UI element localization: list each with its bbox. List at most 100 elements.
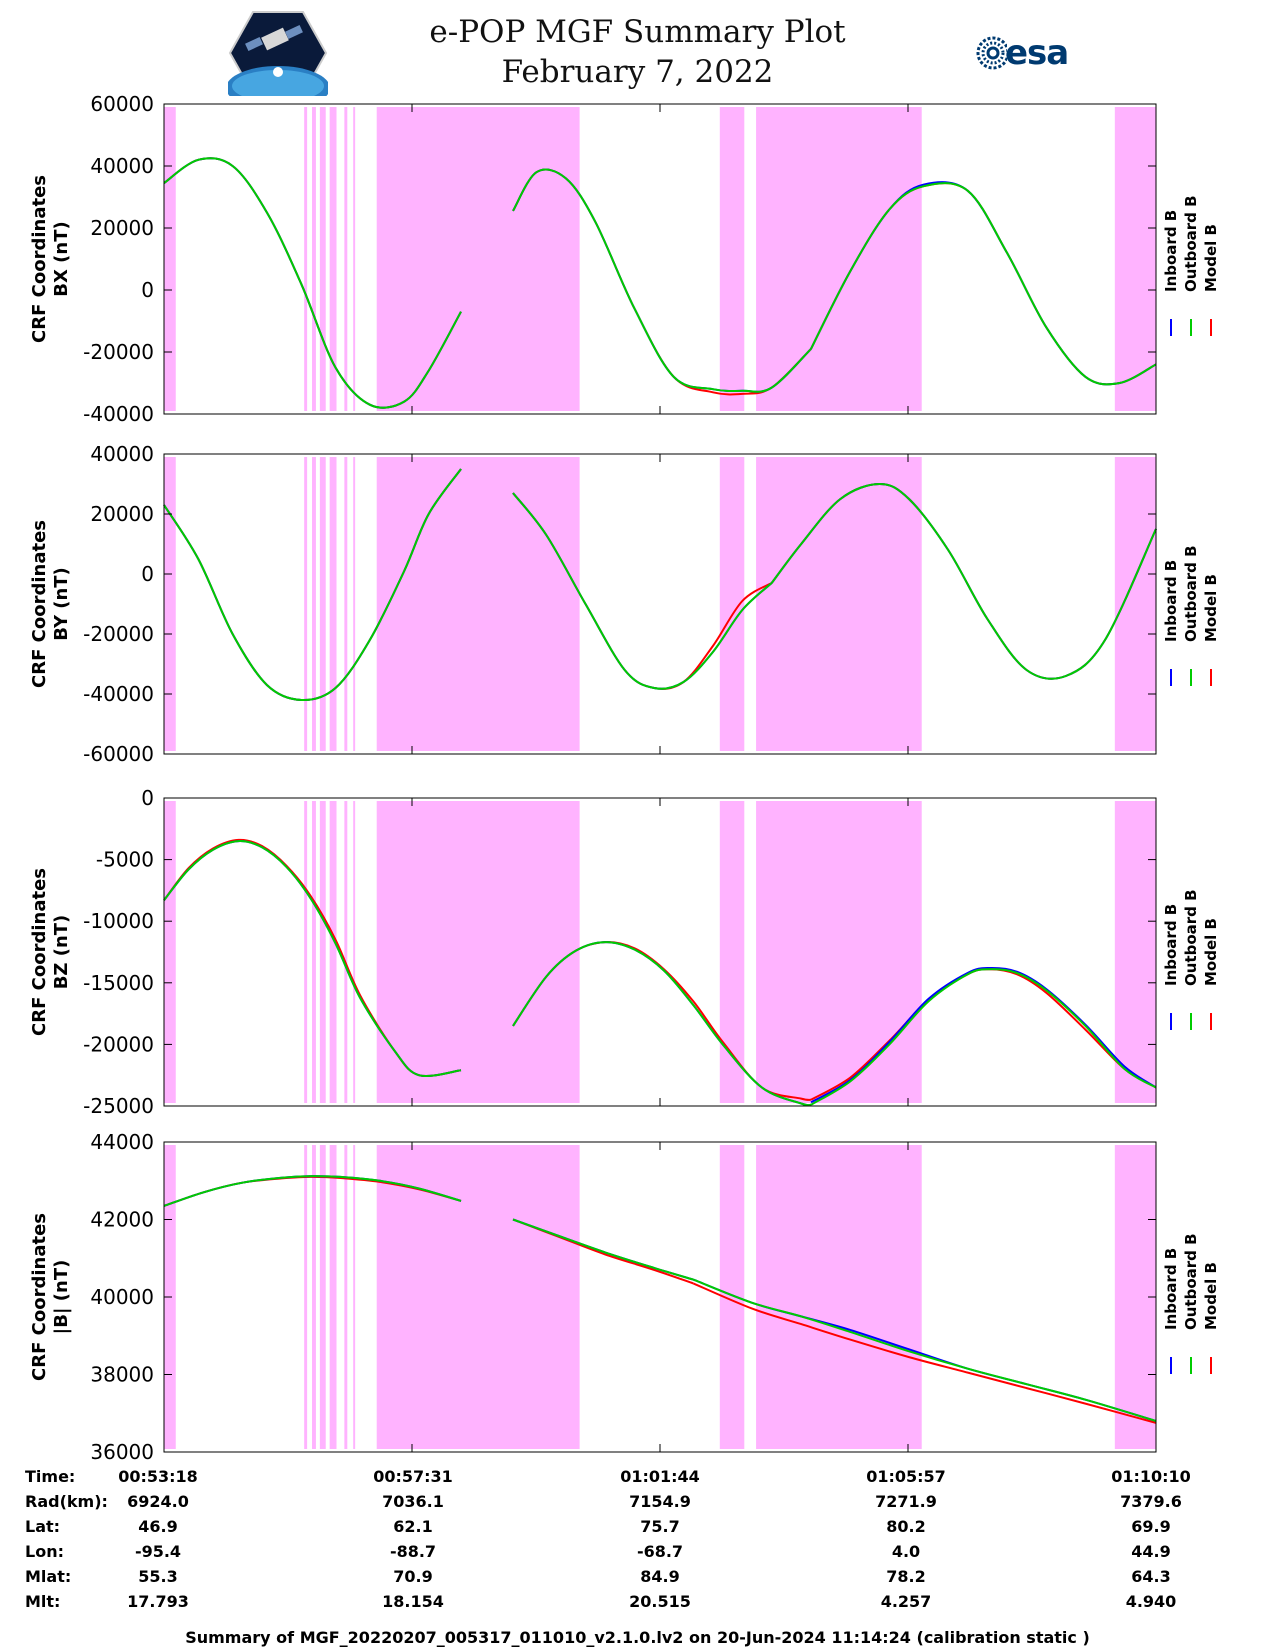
y-tick-label: 60000 [90,92,154,116]
masked-interval [304,107,308,411]
y-axis-label-line1: CRF Coordinates [29,175,50,343]
legend-label: Model B [1202,574,1220,642]
masked-interval [756,107,922,411]
masked-interval [164,801,176,1103]
y-tick-label: 44000 [90,1130,154,1154]
masked-interval [344,801,348,1103]
y-axis-label-line2: BX (nT) [51,221,72,296]
y-tick-label: 40000 [90,1285,154,1309]
y-tick-label: 20000 [90,502,154,526]
y-tick-label: -20000 [83,1032,154,1056]
masked-interval [1114,107,1156,411]
y-tick-label: 20000 [90,216,154,240]
masked-interval [344,1145,348,1449]
y-tick-label: 0 [141,786,154,810]
y-axis-label: CRF CoordinatesBY (nT) [29,520,72,688]
y-tick-label: -5000 [96,848,154,872]
esa-logo-text: esa [1005,33,1069,73]
y-tick-label: -25000 [83,1094,154,1118]
legend-label: Outboard B [1182,1233,1200,1330]
masked-interval [756,801,922,1103]
panel-1: 60000 40000 20000 0 -20000 -40000 CRF Coordina… [29,92,1220,426]
legend-label: Outboard B [1182,889,1200,986]
masked-interval [756,457,922,751]
legend-label: Outboard B [1182,195,1200,292]
masked-interval [164,107,176,411]
masked-interval [376,1145,580,1449]
masked-interval [1114,457,1156,751]
masked-interval [312,457,316,751]
masked-interval [329,107,337,411]
masked-interval [164,457,176,751]
masked-interval [329,457,337,751]
masked-interval [319,457,326,751]
title-line-1: e-POP MGF Summary Plot [429,14,846,50]
outboard-line-segment [512,941,812,1107]
y-tick-label: -60000 [83,742,154,766]
masked-interval [376,107,580,411]
outboard-line-segment [810,968,1157,1106]
y-tick-label: 42000 [90,1208,154,1232]
plot-title: e-POP MGF Summary Plot February 7, 2022 [0,12,1275,92]
masked-interval [304,801,308,1103]
masked-interval [312,1145,316,1449]
y-axis-label-line1: CRF Coordinates [29,520,50,688]
legend-label: Inboard B [1162,1248,1180,1330]
legend-label: Inboard B [1162,560,1180,642]
masked-interval [353,801,356,1103]
y-axis-label-line1: CRF Coordinates [29,868,50,1036]
masked-interval [329,1145,337,1449]
outboard-line-segment [692,1278,1157,1422]
y-tick-label: 38000 [90,1363,154,1387]
legend-label: Inboard B [1162,210,1180,292]
outboard-line-segment [512,168,812,393]
panel-4: 44000 42000 40000 38000 36000 CRF Coordinates… [29,1130,1220,1464]
y-axis-label: CRF Coordinates|B| (nT) [29,1213,72,1381]
panel-2: 40000 20000 0 -20000 -40000 -60000 CRF Coordin… [29,442,1220,766]
y-axis-label-line2: BY (nT) [51,567,72,641]
y-tick-label: 40000 [90,154,154,178]
masked-interval [353,107,356,411]
summary-caption: Summary of MGF_20220207_005317_011010_v2… [185,1628,1090,1647]
masked-interval [376,457,580,751]
legend-label: Model B [1202,224,1220,292]
outboard-line-segment [163,157,462,409]
outboard-line-segment [512,1218,694,1281]
y-tick-label: -20000 [83,622,154,646]
model-line-segment [692,1282,1157,1424]
outboard-line-segment [163,468,462,702]
outboard-line-segment [810,182,1157,386]
masked-interval [312,107,316,411]
masked-interval [344,107,348,411]
inboard-line-segment [810,966,1157,1104]
outboard-line-segment [163,840,462,1077]
y-tick-label: -10000 [83,909,154,933]
y-axis-label-line1: CRF Coordinates [29,1213,50,1381]
y-axis-label-line2: |B| (nT) [51,1260,72,1335]
esa-logo: esa [975,30,1095,76]
masked-interval [344,457,348,751]
y-axis-label: CRF CoordinatesBZ (nT) [29,868,72,1036]
cassiope-epop-logo [228,11,328,96]
masked-interval [319,107,326,411]
masked-interval [353,1145,356,1449]
y-tick-label: -15000 [83,971,154,995]
legend-label: Inboard B [1162,904,1180,986]
y-tick-label: -40000 [83,402,154,426]
masked-interval [719,107,745,411]
outboard-line-segment [770,482,1157,680]
masked-interval [312,801,316,1103]
masked-interval [319,1145,326,1449]
masked-interval [304,457,308,751]
outboard-line-segment [512,492,773,690]
y-tick-label: 36000 [90,1440,154,1464]
masked-interval [756,1145,922,1449]
legend-label: Model B [1202,1262,1220,1330]
masked-interval [319,801,326,1103]
legend-label: Model B [1202,918,1220,986]
masked-interval [376,801,580,1103]
y-tick-label: -20000 [83,340,154,364]
title-line-2: February 7, 2022 [501,54,774,90]
masked-interval [304,1145,308,1449]
